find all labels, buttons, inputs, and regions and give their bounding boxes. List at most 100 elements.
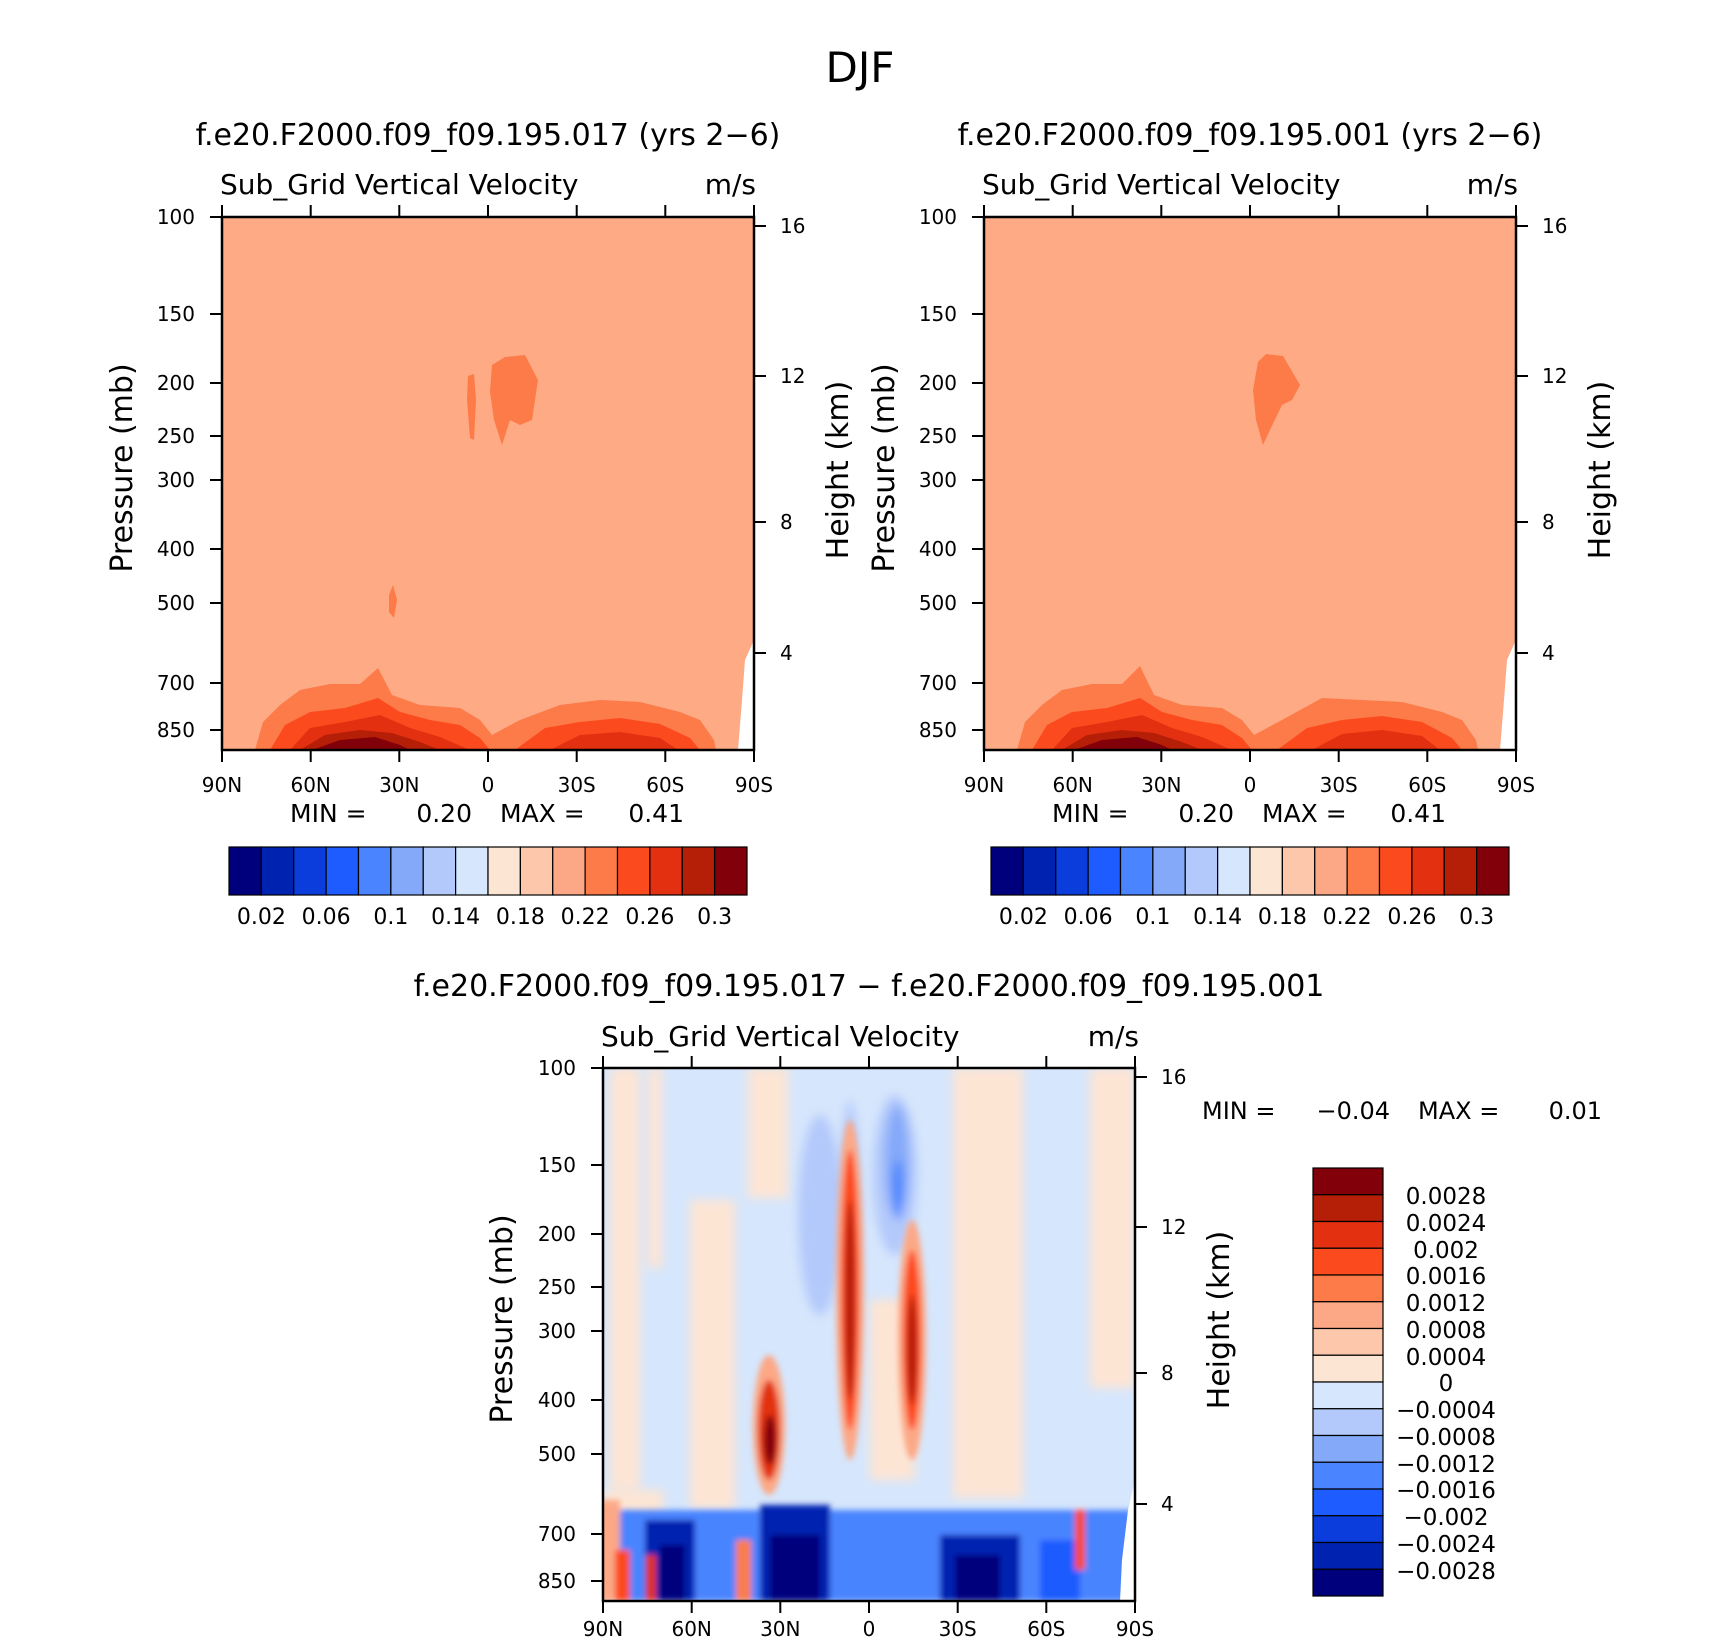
- y2-tick-label: 12: [1542, 364, 1567, 388]
- surface-contour-5: [312, 737, 410, 750]
- colorbar-swatch: [1055, 846, 1089, 896]
- contour-band: [1075, 1510, 1085, 1570]
- contour-band: [648, 1068, 662, 1268]
- x-tick-label: 90N: [964, 773, 1004, 797]
- panel-title: f.e20.F2000.f09_f09.195.017 − f.e20.F200…: [414, 969, 1325, 1004]
- min-value: −0.04: [1316, 1097, 1390, 1125]
- y-ticks: [972, 216, 1528, 731]
- min-value: 0.20: [1178, 799, 1234, 828]
- plot-area: [603, 1068, 1135, 1601]
- colorbar-swatch: [1312, 1461, 1384, 1490]
- colorbar-label: 0: [1439, 1371, 1454, 1397]
- colorbar-swatch: [1249, 846, 1283, 896]
- variable-label: Sub_Grid Vertical Velocity: [220, 168, 579, 201]
- positive-bands: [603, 1068, 1135, 1601]
- colorbar-label: 0.0028: [1406, 1184, 1486, 1210]
- y2-tick-label: 16: [1542, 214, 1567, 238]
- colorbar-swatch: [649, 846, 683, 896]
- field-background: [222, 217, 754, 750]
- colorbar-labels: 0.02 0.06 0.1 0.14 0.18 0.22 0.26 0.3: [237, 905, 732, 930]
- max-value: 0.41: [628, 799, 684, 828]
- colorbar-swatch: [1312, 1541, 1384, 1570]
- x-tick-label: 30S: [939, 1617, 977, 1639]
- y2-axis-label: Height (km): [1202, 1231, 1237, 1410]
- colorbar-swatch: [1346, 846, 1381, 896]
- colorbar-swatch: [990, 846, 1024, 896]
- colorbar-swatch: [1312, 1301, 1384, 1330]
- y-tick-label: 700: [157, 671, 195, 695]
- colorbar-label: 0.02: [237, 905, 286, 930]
- y-tick-label: 300: [919, 468, 957, 492]
- colorbar-swatch: [260, 846, 295, 896]
- panel-difference: f.e20.F2000.f09_f09.195.017 − f.e20.F200…: [414, 969, 1602, 1639]
- colorbar-swatch: [1378, 846, 1413, 896]
- y2-tick-label: 16: [780, 214, 805, 238]
- y-tick-label: 400: [157, 537, 195, 561]
- x-tick-label: 60S: [646, 773, 684, 797]
- contour-band: [646, 1555, 656, 1601]
- colorbar-swatch: [1312, 1408, 1384, 1437]
- colorbar-swatch: [1476, 846, 1510, 896]
- y-tick-label: 100: [919, 205, 957, 229]
- units-label: m/s: [705, 168, 756, 201]
- colorbar-label: −0.0016: [1396, 1478, 1496, 1504]
- surface-negative: [603, 1500, 1135, 1601]
- colorbar-swatch: [1312, 1515, 1384, 1544]
- colorbar-swatch: [1312, 1354, 1384, 1383]
- max-label: MAX =: [500, 799, 585, 828]
- colorbar-label: −0.0012: [1396, 1452, 1496, 1478]
- colorbar-label: 0.002: [1413, 1238, 1479, 1264]
- y2-axis-label: Height (km): [1583, 381, 1618, 560]
- contour-band: [748, 1068, 788, 1198]
- max-value: 0.41: [1390, 799, 1446, 828]
- colorbar-swatch: [228, 846, 262, 896]
- colorbar: [1312, 1167, 1384, 1597]
- y2-tick-label: 8: [1161, 1361, 1174, 1385]
- colorbar-label: 0.26: [1387, 905, 1436, 930]
- colorbar-swatch: [1152, 846, 1186, 896]
- y-axis-label: Pressure (mb): [485, 1214, 520, 1423]
- x-tick-label: 30N: [760, 1617, 800, 1639]
- y-axis-label: Pressure (mb): [867, 363, 902, 572]
- colorbar-swatch: [325, 846, 360, 896]
- colorbar-swatch: [519, 846, 554, 896]
- y-tick-label: 500: [919, 591, 957, 615]
- colorbar-label: 0.0004: [1406, 1345, 1486, 1371]
- units-label: m/s: [1088, 1020, 1139, 1053]
- x-tick-label: 30N: [379, 773, 419, 797]
- y2-tick-label: 8: [780, 510, 793, 534]
- colorbar-swatch: [1312, 1488, 1384, 1517]
- y-tick-labels: 100 150 200 250 300 400 500 700 850: [538, 1056, 576, 1593]
- panel-case-001: f.e20.F2000.f09_f09.195.001 (yrs 2−6) Su…: [867, 118, 1618, 930]
- y-tick-label: 500: [157, 591, 195, 615]
- colorbar-label: 0.0012: [1406, 1291, 1486, 1317]
- contour-band: [798, 1115, 842, 1315]
- x-tick-label: 90S: [1497, 773, 1535, 797]
- contour-band: [690, 1200, 735, 1510]
- y2-tick-labels: 16 12 8 4: [1161, 1065, 1186, 1516]
- y-tick-label: 150: [919, 302, 957, 326]
- panel-title: f.e20.F2000.f09_f09.195.017 (yrs 2−6): [196, 118, 781, 153]
- colorbar-swatch: [1184, 846, 1219, 896]
- y2-tick-label: 16: [1161, 1065, 1186, 1089]
- x-tick-label: 60N: [290, 773, 330, 797]
- contour-band: [1090, 1068, 1135, 1388]
- positive-maxima: [753, 1120, 926, 1495]
- colorbar-swatch: [487, 846, 521, 896]
- colorbar-swatch: [357, 846, 392, 896]
- upper-maximum-contour: [490, 355, 538, 445]
- colorbar: [990, 846, 1510, 896]
- x-tick-label: 0: [863, 1617, 876, 1639]
- x-tick-label: 90S: [1116, 1617, 1154, 1639]
- x-ticks: [983, 205, 1517, 762]
- x-tick-label: 30S: [1320, 773, 1358, 797]
- field-background: [984, 217, 1516, 750]
- colorbar-swatch: [552, 846, 586, 896]
- colorbar-labels: 0.02 0.06 0.1 0.14 0.18 0.22 0.26 0.3: [999, 905, 1494, 930]
- y2-tick-label: 12: [780, 364, 805, 388]
- surface-contour-3: [1312, 730, 1440, 750]
- surface-contour-5: [1074, 737, 1172, 750]
- colorbar-swatch: [1312, 1327, 1384, 1356]
- panel-title: f.e20.F2000.f09_f09.195.001 (yrs 2−6): [958, 118, 1543, 153]
